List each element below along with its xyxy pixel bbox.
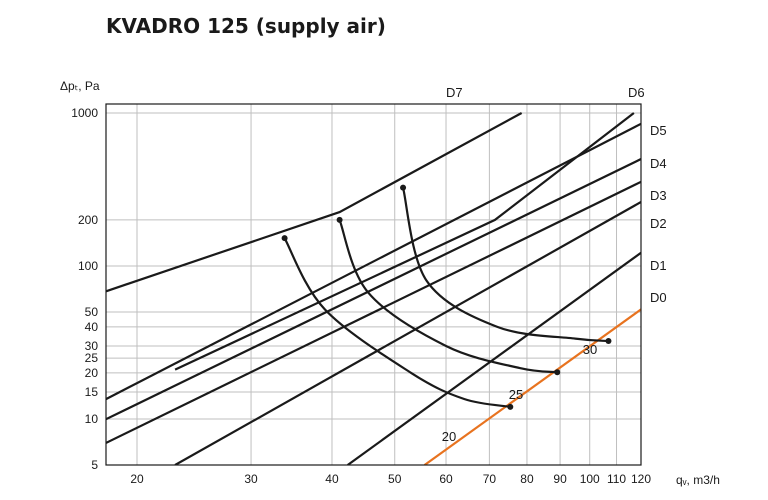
- series-line-d2: [174, 201, 641, 465]
- x-tick-label: 20: [130, 472, 144, 486]
- grid: [106, 104, 641, 465]
- y-tick-label: 5: [91, 458, 98, 472]
- series-label-d5: D5: [650, 123, 667, 138]
- series-label-20: 20: [442, 429, 456, 444]
- series-line-d6: [174, 112, 635, 371]
- plot-frame: [105, 103, 642, 466]
- curve-start-point-20: [281, 235, 288, 242]
- y-tick-label: 15: [85, 385, 99, 399]
- y-tick-label: 200: [78, 213, 98, 227]
- chart-title: KVADRO 125 (supply air): [106, 14, 386, 38]
- y-tick-label: 40: [85, 320, 99, 334]
- x-tick-label: 100: [580, 472, 600, 486]
- series-line-d5: [106, 122, 641, 401]
- series-line-25: [338, 219, 558, 374]
- y-tick-label: 30: [85, 339, 99, 353]
- curve-end-point-30: [605, 338, 612, 345]
- series-label-d6: D6: [628, 85, 645, 100]
- y-tick-label: 100: [78, 259, 98, 273]
- series-label-d1: D1: [650, 258, 667, 273]
- series-label-25: 25: [509, 387, 523, 402]
- y-axis-label: Δpₜ, Pa: [60, 79, 100, 93]
- x-tick-label: 80: [520, 472, 534, 486]
- series-line-20: [283, 237, 511, 408]
- x-tick-label: 70: [483, 472, 497, 486]
- series-line-d3: [106, 180, 641, 445]
- series-label-d7: D7: [446, 85, 463, 100]
- series-label-d4: D4: [650, 156, 667, 171]
- y-tick-label: 10: [85, 412, 99, 426]
- x-tick-label: 60: [439, 472, 453, 486]
- x-tick-label: 30: [244, 472, 258, 486]
- curve-end-point-25: [554, 369, 561, 376]
- curve-start-point-30: [400, 184, 407, 191]
- series-label-d3: D3: [650, 188, 667, 203]
- curve-end-point-20: [507, 403, 514, 410]
- series-label-d0: D0: [650, 290, 667, 305]
- series-line-d4: [106, 158, 641, 421]
- x-axis-label: qᵥ, m3/h: [676, 473, 720, 487]
- x-tick-label: 110: [607, 472, 626, 486]
- x-tick-label: 90: [553, 472, 567, 486]
- series-label-30: 30: [583, 342, 597, 357]
- series-label-d2: D2: [650, 216, 667, 231]
- x-tick-labels: 20 30 40 50 60 70 80 90 100 110 120: [130, 472, 651, 486]
- series-line-d1: [347, 251, 641, 465]
- curve-start-point-25: [336, 216, 343, 223]
- y-tick-label: 1000: [71, 106, 98, 120]
- y-tick-label: 25: [85, 351, 99, 365]
- y-tick-label: 50: [85, 305, 99, 319]
- x-tick-label: 40: [325, 472, 339, 486]
- series-line-d0: [423, 308, 641, 465]
- series-line-30: [401, 187, 609, 343]
- series-line-d7: [106, 112, 523, 293]
- series-labels: D7 D6 D5 D4 D3 D2 D1 D0 20 25 30: [281, 85, 667, 444]
- x-tick-label: 50: [388, 472, 402, 486]
- y-tick-label: 20: [85, 366, 99, 380]
- x-tick-label: 120: [631, 472, 651, 486]
- series-lines: [106, 112, 641, 465]
